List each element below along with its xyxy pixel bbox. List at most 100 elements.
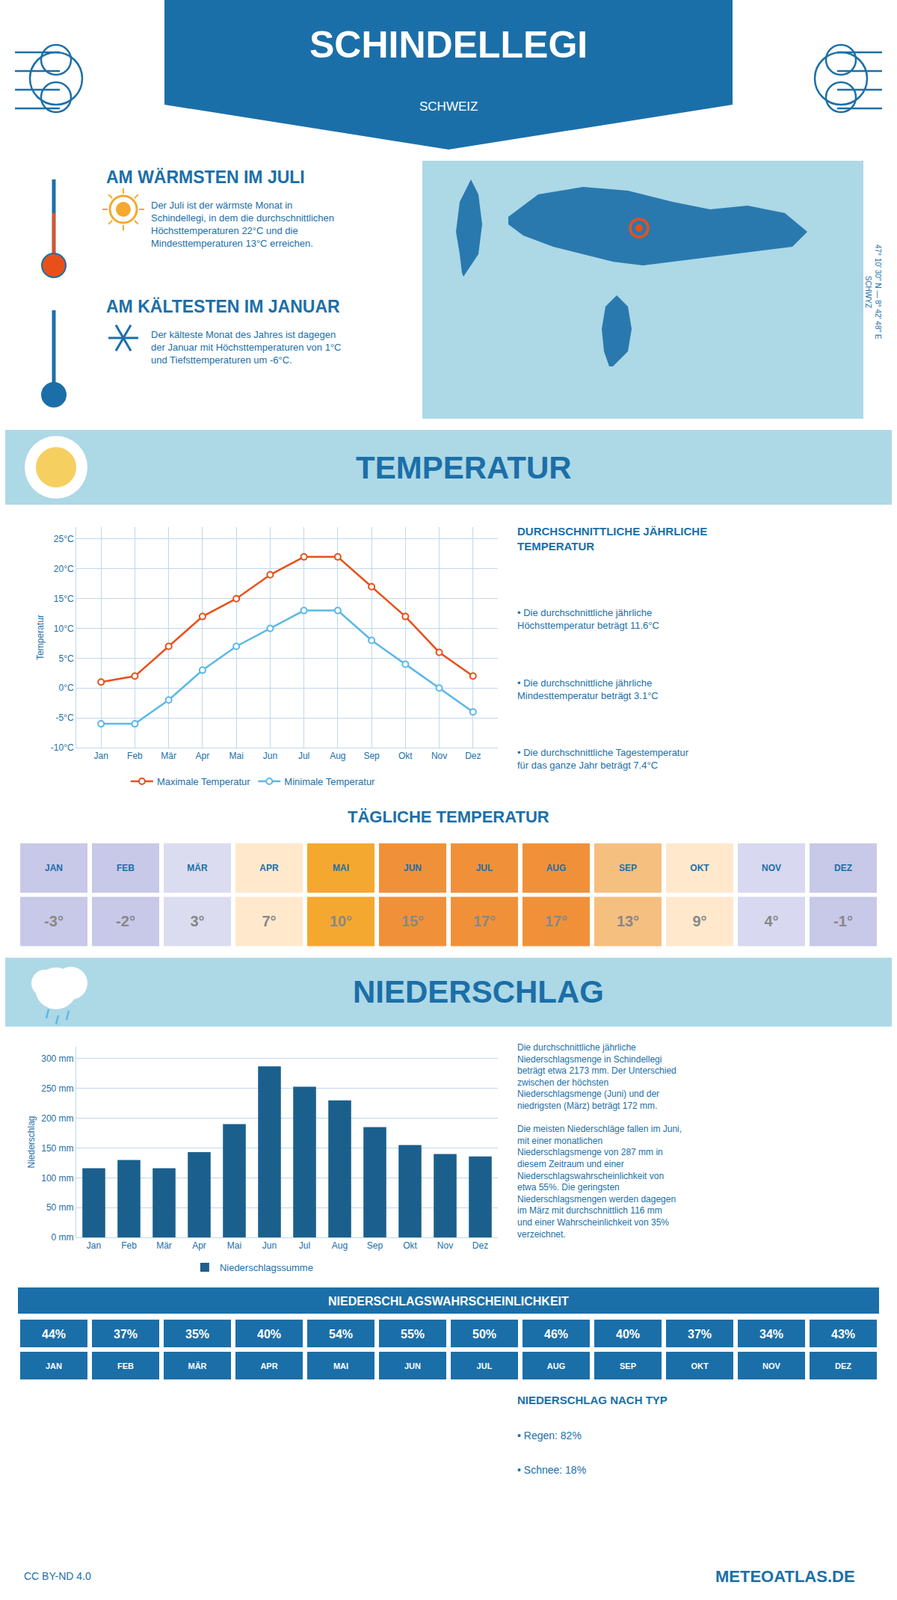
svg-text:Die durchschnittliche jährlich: Die durchschnittliche jährlicheNiedersch… <box>517 1042 682 1240</box>
svg-text:AM KÄLTESTEN IM JANUAR: AM KÄLTESTEN IM JANUAR <box>106 296 341 317</box>
svg-text:OKT: OKT <box>689 862 710 874</box>
svg-text:AUG: AUG <box>547 1361 566 1371</box>
svg-text:300 mm: 300 mm <box>41 1053 74 1064</box>
svg-text:Temperatur: Temperatur <box>35 614 46 661</box>
svg-text:Feb: Feb <box>127 750 143 761</box>
svg-text:FEB: FEB <box>117 1361 134 1371</box>
svg-text:Jun: Jun <box>263 750 278 761</box>
svg-text:13°: 13° <box>616 912 640 930</box>
svg-text:Nov: Nov <box>437 1240 453 1251</box>
svg-text:Dez: Dez <box>464 750 481 761</box>
svg-text:150 mm: 150 mm <box>41 1142 74 1154</box>
svg-text:250 mm: 250 mm <box>41 1083 74 1094</box>
svg-text:Der kälteste Monat des Jahres: Der kälteste Monat des Jahres ist dagege… <box>150 328 341 366</box>
svg-text:35%: 35% <box>185 1327 210 1341</box>
svg-text:5°C: 5°C <box>58 653 74 664</box>
svg-text:Nov: Nov <box>431 750 448 761</box>
svg-text:TÄGLICHE TEMPERATUR: TÄGLICHE TEMPERATUR <box>347 807 550 826</box>
svg-text:44%: 44% <box>41 1327 66 1341</box>
svg-text:APR: APR <box>259 862 279 874</box>
svg-text:METEOATLAS.DE: METEOATLAS.DE <box>715 1566 856 1586</box>
svg-text:Sep: Sep <box>367 1240 384 1251</box>
svg-text:JUN: JUN <box>403 862 422 874</box>
svg-text:40%: 40% <box>257 1327 282 1341</box>
svg-text:DURCHSCHNITTLICHE JÄHRLICHETEM: DURCHSCHNITTLICHE JÄHRLICHETEMPERATUR <box>517 524 708 553</box>
svg-text:47° 10' 30'' N — 8° 42' 48'' E: 47° 10' 30'' N — 8° 42' 48'' ESCHWYZ <box>864 244 883 340</box>
svg-text:20°C: 20°C <box>53 563 75 575</box>
svg-text:Mär: Mär <box>160 750 177 761</box>
svg-text:Apr: Apr <box>192 1240 207 1251</box>
svg-text:NOV: NOV <box>762 1361 782 1371</box>
svg-text:Der Juli ist der wärmste Monat: Der Juli ist der wärmste Monat inSchinde… <box>150 199 335 249</box>
svg-text:NIEDERSCHLAG NACH TYP: NIEDERSCHLAG NACH TYP <box>517 1393 668 1407</box>
svg-text:APR: APR <box>260 1361 278 1371</box>
svg-text:JUL: JUL <box>476 862 494 874</box>
svg-text:37%: 37% <box>687 1327 712 1341</box>
svg-text:NIEDERSCHLAGSWAHRSCHEINLICHKEI: NIEDERSCHLAGSWAHRSCHEINLICHKEIT <box>328 1294 569 1308</box>
svg-text:50 mm: 50 mm <box>46 1201 75 1213</box>
svg-text:Jul: Jul <box>298 750 310 761</box>
svg-text:Niederschlagssumme: Niederschlagssumme <box>219 1261 314 1273</box>
svg-text:0°C: 0°C <box>58 682 74 693</box>
svg-text:JUL: JUL <box>476 1361 493 1371</box>
svg-text:50%: 50% <box>472 1327 497 1341</box>
svg-text:OKT: OKT <box>690 1361 709 1371</box>
svg-text:Jan: Jan <box>86 1240 101 1251</box>
svg-text:10°C: 10°C <box>53 623 75 634</box>
svg-text:• Die durchschnittliche jährli: • Die durchschnittliche jährlicheMindest… <box>517 677 659 702</box>
svg-text:Jul: Jul <box>299 1240 311 1251</box>
svg-text:NOV: NOV <box>761 862 782 874</box>
svg-text:40%: 40% <box>615 1327 640 1341</box>
svg-text:MÄR: MÄR <box>187 1361 207 1371</box>
svg-text:Feb: Feb <box>121 1240 137 1251</box>
svg-text:17°: 17° <box>544 912 568 930</box>
svg-text:TEMPERATUR: TEMPERATUR <box>355 449 572 486</box>
svg-text:Minimale Temperatur: Minimale Temperatur <box>284 775 376 788</box>
svg-text:Aug: Aug <box>331 1240 348 1251</box>
svg-text:• Die durchschnittliche Tagest: • Die durchschnittliche Tagestemperaturf… <box>517 746 690 771</box>
svg-text:SEP: SEP <box>619 1361 637 1371</box>
svg-text:4°: 4° <box>763 912 779 930</box>
svg-text:9°: 9° <box>692 912 707 930</box>
svg-text:MAI: MAI <box>332 862 350 874</box>
svg-text:JUN: JUN <box>404 1361 421 1371</box>
svg-text:34%: 34% <box>759 1327 784 1341</box>
svg-text:-10°C: -10°C <box>50 742 75 753</box>
svg-text:FEB: FEB <box>116 862 135 874</box>
svg-text:25°C: 25°C <box>53 533 75 545</box>
svg-text:43%: 43% <box>831 1327 856 1341</box>
svg-text:15°: 15° <box>401 912 424 930</box>
svg-text:CC BY-ND 4.0: CC BY-ND 4.0 <box>23 1569 92 1582</box>
svg-text:Mai: Mai <box>228 750 243 761</box>
svg-text:15°C: 15°C <box>53 593 75 604</box>
svg-text:Okt: Okt <box>402 1240 418 1251</box>
svg-text:0 mm: 0 mm <box>51 1231 75 1243</box>
svg-text:SCHWEIZ: SCHWEIZ <box>419 99 478 114</box>
svg-text:• Die durchschnittliche jährli: • Die durchschnittliche jährlicheHöchstt… <box>517 606 660 631</box>
svg-text:AUG: AUG <box>546 862 567 874</box>
svg-text:Jun: Jun <box>262 1240 277 1251</box>
svg-text:Niederschlag: Niederschlag <box>26 1115 37 1168</box>
svg-text:AM WÄRMSTEN IM JULI: AM WÄRMSTEN IM JULI <box>106 167 305 187</box>
svg-text:-1°: -1° <box>833 912 853 930</box>
svg-text:54%: 54% <box>328 1327 353 1341</box>
svg-text:DEZ: DEZ <box>834 862 853 874</box>
svg-text:Dez: Dez <box>472 1240 489 1251</box>
svg-text:DEZ: DEZ <box>834 1361 852 1371</box>
svg-text:7°: 7° <box>261 912 276 930</box>
svg-text:-2°: -2° <box>115 912 136 930</box>
svg-text:• Schnee: 18%: • Schnee: 18% <box>517 1463 587 1476</box>
svg-text:100 mm: 100 mm <box>41 1172 74 1184</box>
svg-text:-5°C: -5°C <box>55 712 74 723</box>
svg-text:17°: 17° <box>473 912 496 930</box>
svg-text:200 mm: 200 mm <box>41 1113 74 1124</box>
svg-text:JAN: JAN <box>45 1361 63 1371</box>
svg-text:• Regen: 82%: • Regen: 82% <box>517 1429 582 1442</box>
svg-text:3°: 3° <box>189 912 205 930</box>
svg-text:SEP: SEP <box>618 862 637 874</box>
svg-text:Sep: Sep <box>363 750 380 761</box>
svg-text:Okt: Okt <box>398 750 413 761</box>
svg-text:-3°: -3° <box>44 912 64 930</box>
svg-text:MAI: MAI <box>333 1361 349 1371</box>
svg-text:NIEDERSCHLAG: NIEDERSCHLAG <box>352 973 604 1010</box>
